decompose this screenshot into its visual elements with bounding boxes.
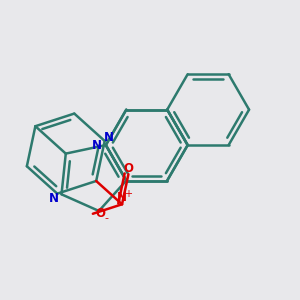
Text: N: N	[104, 131, 114, 144]
Text: N: N	[117, 190, 127, 203]
Text: -: -	[104, 214, 108, 224]
Text: +: +	[124, 189, 132, 199]
Text: N: N	[49, 192, 59, 205]
Text: O: O	[95, 207, 105, 220]
Text: N: N	[92, 139, 102, 152]
Text: O: O	[123, 162, 134, 175]
